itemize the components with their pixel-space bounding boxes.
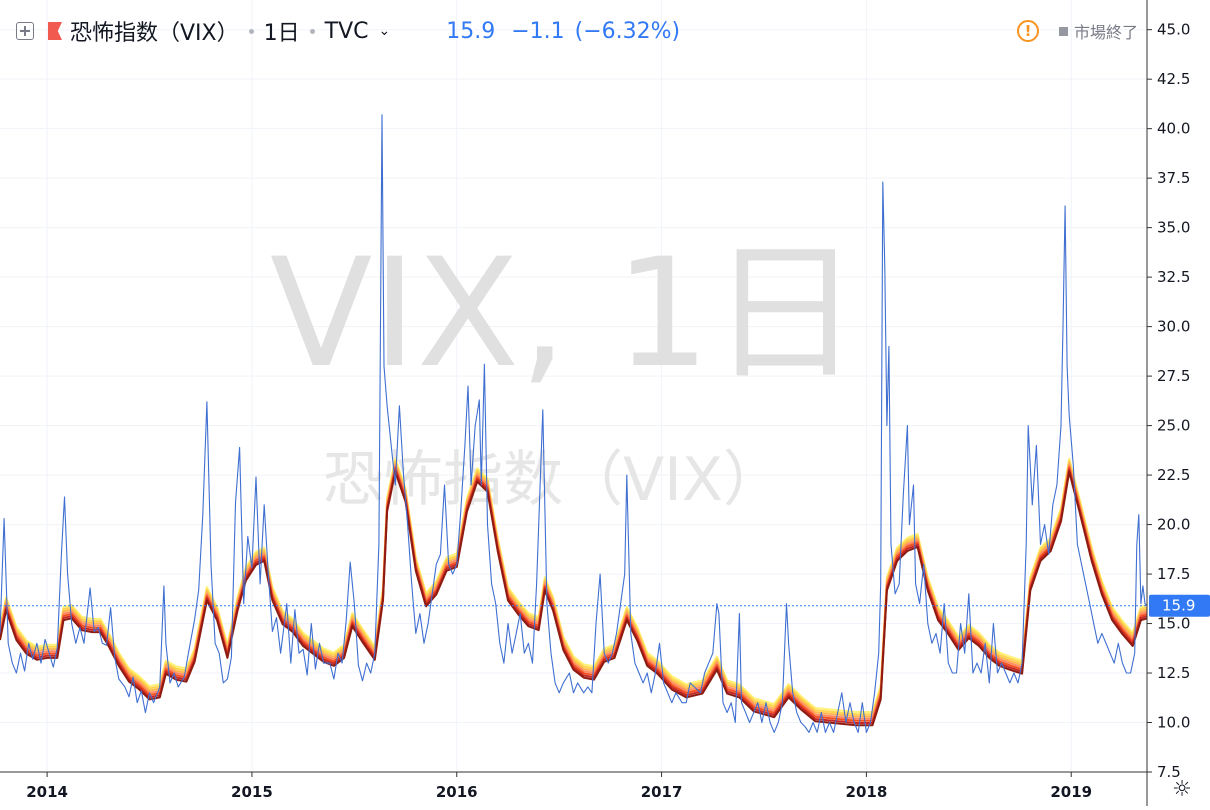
exchange-label[interactable]: TVC: [324, 18, 369, 44]
x-tick-label: 2014: [26, 783, 68, 801]
y-tick-label: 22.5: [1157, 466, 1190, 484]
x-tick-label: 2016: [436, 783, 478, 801]
legend-header: 恐怖指数（VIX） 1日 TVC ⌄ 15.9 −1.1 (−6.32%): [16, 14, 680, 48]
y-tick-label: 37.5: [1157, 169, 1190, 187]
y-tick-label: 15.0: [1157, 615, 1190, 633]
x-tick-label: 2019: [1050, 783, 1092, 801]
y-tick-label: 25.0: [1157, 417, 1190, 435]
market-closed-icon: [1058, 26, 1068, 36]
x-tick-label: 2015: [231, 783, 273, 801]
price-change-value: −1.1: [511, 18, 565, 44]
y-tick-label: 32.5: [1157, 268, 1190, 286]
flag-icon[interactable]: [48, 22, 62, 40]
symbol-name[interactable]: 恐怖指数（VIX）: [70, 21, 239, 46]
moving-average-ribbon-line: [0, 462, 1148, 718]
y-tick-label: 17.5: [1157, 565, 1190, 583]
last-price-tag: 15.9: [1149, 594, 1210, 617]
y-tick-label: 10.0: [1157, 714, 1190, 732]
separator-dot-icon: [248, 28, 254, 34]
y-tick-label: 7.5: [1157, 763, 1181, 781]
y-tick-label: 35.0: [1157, 219, 1190, 237]
last-price-value: 15.9: [446, 18, 496, 44]
y-tick-label: 12.5: [1157, 664, 1190, 682]
watermark-symbol-text: VIX, 1日: [270, 227, 860, 401]
gear-icon[interactable]: ☼: [1172, 777, 1192, 802]
market-status-group: ! 市場終了: [1016, 14, 1138, 48]
moving-average-ribbon-line: [0, 457, 1148, 713]
y-tick-label: 45.0: [1157, 21, 1190, 39]
vix-price-line: [0, 114, 1148, 733]
y-tick-label: 40.0: [1157, 120, 1190, 138]
chevron-down-icon[interactable]: ⌄: [378, 23, 391, 39]
market-status-label: 市場終了: [1073, 23, 1138, 42]
y-tick-label: 42.5: [1157, 70, 1190, 88]
warning-circle-icon[interactable]: !: [1016, 20, 1039, 42]
x-tick-label: 2017: [641, 783, 683, 801]
y-tick-label: 27.5: [1157, 367, 1190, 385]
separator-dot-icon: [309, 28, 315, 34]
y-tick-label: 20.0: [1157, 516, 1190, 534]
price-change-percent: (−6.32%): [574, 18, 681, 44]
moving-average-ribbon-line: [0, 459, 1148, 716]
interval-label[interactable]: 1日: [263, 21, 300, 46]
last-price-tag-text: 15.9: [1162, 597, 1195, 615]
x-tick-label: 2018: [846, 783, 888, 801]
y-tick-label: 30.0: [1157, 318, 1190, 336]
plus-square-icon[interactable]: [16, 22, 34, 40]
